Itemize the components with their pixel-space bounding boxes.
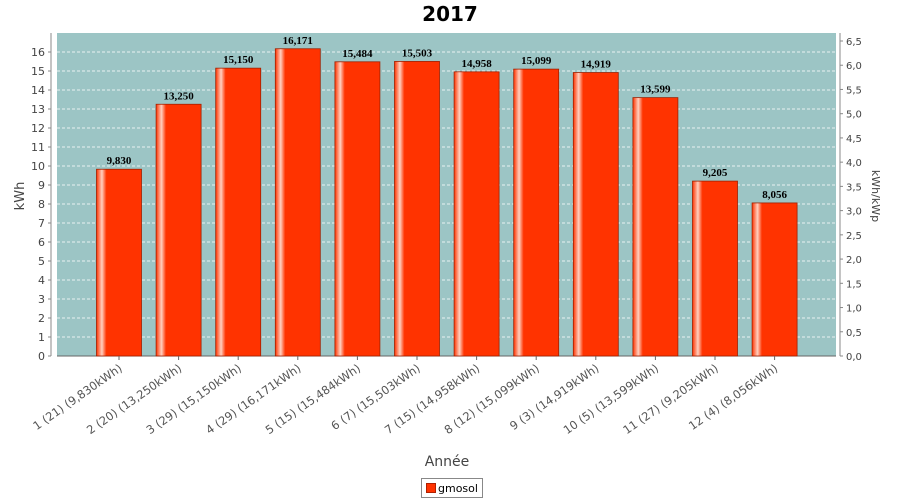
data-label: 14,919 [581,59,612,71]
data-label: 15,099 [521,55,552,67]
y-tick-label: 5 [38,255,45,268]
y-tick-label: 16 [31,46,45,59]
y-tick-label: 12 [31,122,45,135]
bar [155,103,202,357]
y-tick-label: 7 [38,217,45,230]
y-tick-label: 1 [38,331,45,344]
data-label: 8,056 [762,189,787,201]
y2-tick-label: 3,0 [846,207,862,218]
data-label: 9,830 [107,155,132,167]
bar [453,71,500,357]
y2-tick-label: 5,5 [846,85,862,96]
bar [751,202,798,357]
y2-tick-label: 2,5 [846,231,862,242]
bar [334,61,381,357]
y-tick-label: 3 [38,293,45,306]
legend-swatch [426,483,436,493]
y-tick-label: 8 [38,198,45,211]
y-tick-label: 11 [31,141,45,154]
data-label: 16,171 [283,35,313,47]
y2-tick-label: 4,0 [846,158,862,169]
y2-axis-title: kWh/kWp [869,170,882,222]
y2-tick-label: 6,5 [846,37,862,48]
data-label: 9,205 [703,167,728,179]
y-tick-label: 4 [38,274,45,287]
y2-tick-label: 5,0 [846,110,862,121]
y-tick-label: 10 [31,160,45,173]
y-tick-label: 14 [31,84,45,97]
bar [692,180,738,357]
y-tick-label: 9 [38,179,45,192]
legend: gmosol [421,478,483,498]
y2-tick-label: 3,5 [846,182,862,193]
legend-label: gmosol [438,481,478,495]
data-label: 13,599 [640,84,671,96]
x-axis-title: Année [425,454,470,470]
y2-tick-label: 0,5 [846,328,862,339]
y2-tick-label: 6,0 [846,61,862,72]
y-tick-label: 2 [38,312,45,325]
y-tick-label: 6 [38,236,45,249]
y2-tick-label: 1,5 [846,279,862,290]
bar [215,67,262,357]
y2-tick-label: 2,0 [846,255,862,266]
chart-title: 2017 [422,2,478,26]
bar [96,168,142,357]
y2-tick-label: 4,5 [846,134,862,145]
data-label: 15,484 [342,48,373,60]
data-label: 15,503 [402,47,433,59]
y2-tick-label: 1,0 [846,304,862,315]
bar [513,68,560,357]
y-axis-title: kWh [13,182,28,211]
bar [394,61,440,357]
y-tick-label: 0 [38,350,45,363]
y-tick-label: 15 [31,65,45,78]
y2-tick-label: 0,0 [846,352,862,363]
bar [572,72,619,357]
data-label: 13,250 [163,90,194,102]
bar [632,97,679,357]
data-label: 14,958 [461,58,492,70]
data-label: 15,150 [223,54,254,66]
bar [274,48,321,357]
y-tick-label: 13 [31,103,45,116]
